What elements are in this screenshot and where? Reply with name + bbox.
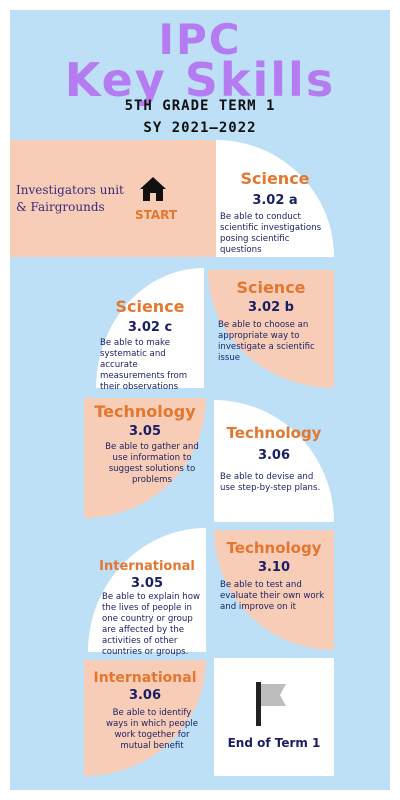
subtitle-grade: 5TH GRADE TERM 1 xyxy=(124,98,276,114)
skill-card-science-302a: Science 3.02 a Be able to conduct scient… xyxy=(216,140,334,257)
skill-code: 3.05 xyxy=(128,424,162,439)
skill-card-technology-305: Technology 3.05 Be able to gather and us… xyxy=(84,398,206,518)
end-panel: End of Term 1 xyxy=(214,658,334,776)
skill-card-science-302b: Science 3.02 b Be able to choose an appr… xyxy=(208,270,334,388)
skill-description: Be able to make systematic and accurate … xyxy=(100,338,188,392)
skill-code: 3.06 xyxy=(257,448,291,463)
skill-card-technology-306: Technology 3.06 Be able to devise and us… xyxy=(214,400,334,522)
subtitle-year: SY 2021–2022 xyxy=(143,120,257,136)
poster: IPC Key Skills 5TH GRADE TERM 1 SY 2021–… xyxy=(10,10,390,790)
unit-name: Investigators unit & Fairgrounds xyxy=(16,183,124,214)
skill-code: 3.02 a xyxy=(252,193,298,208)
skill-subject: Technology xyxy=(226,424,322,442)
skill-card-international-306: International 3.06 Be able to identify w… xyxy=(84,660,206,776)
skill-subject: Science xyxy=(240,169,310,188)
skill-description: Be able to devise and use step-by-step p… xyxy=(220,472,321,493)
skill-subject: Science xyxy=(236,278,306,297)
skill-card-international-305: International 3.05 Be able to explain ho… xyxy=(88,528,206,657)
skill-description: Be able to test and evaluate their own w… xyxy=(220,580,325,612)
start-label: START xyxy=(134,208,178,222)
flag-icon xyxy=(256,682,286,726)
skill-subject: Technology xyxy=(94,402,196,421)
skill-subject: Science xyxy=(115,297,185,316)
skill-subject: International xyxy=(99,559,195,574)
skill-card-science-302c: Science 3.02 c Be able to make systemati… xyxy=(96,268,204,392)
skill-code: 3.10 xyxy=(257,560,291,575)
title-line-1: IPC xyxy=(158,15,242,64)
title-line-2: Key Skills xyxy=(64,53,336,107)
skill-subject: Technology xyxy=(226,539,322,557)
skill-subject: International xyxy=(93,670,197,686)
skill-code: 3.02 b xyxy=(248,300,294,315)
skill-code: 3.05 xyxy=(130,576,164,591)
skill-description: Be able to identify ways in which people… xyxy=(105,708,199,751)
skill-card-technology-310: Technology 3.10 Be able to test and eval… xyxy=(214,530,334,650)
end-label: End of Term 1 xyxy=(227,736,321,750)
skill-description: Be able to gather and use information to… xyxy=(105,442,199,485)
skill-description: Be able to conduct scientific investigat… xyxy=(220,212,322,255)
skill-code: 3.06 xyxy=(128,688,162,703)
skill-description: Be able to explain how the lives of peop… xyxy=(102,592,201,657)
start-panel: Investigators unit & Fairgrounds START xyxy=(10,140,216,257)
home-icon xyxy=(140,177,166,201)
skill-description: Be able to choose an appropriate way to … xyxy=(218,320,315,363)
skill-code: 3.02 c xyxy=(127,320,173,335)
